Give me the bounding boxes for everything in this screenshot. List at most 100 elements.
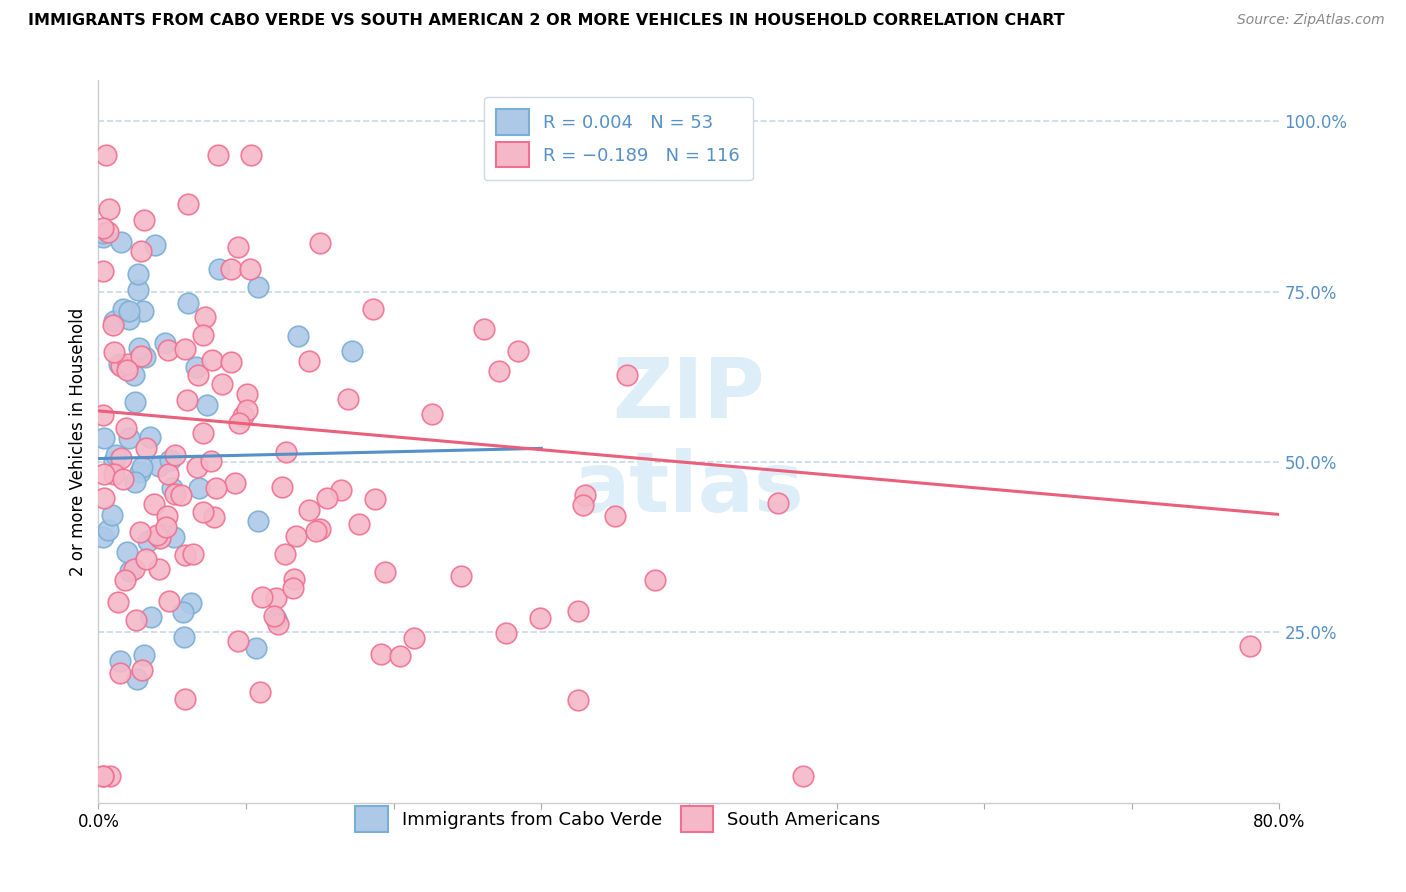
Point xyxy=(336,392,359,407)
Point xyxy=(245,640,267,655)
Point xyxy=(124,395,146,409)
Point xyxy=(239,262,262,277)
Point xyxy=(134,648,156,663)
Point xyxy=(127,283,149,297)
Point xyxy=(101,318,124,333)
Point xyxy=(118,303,141,318)
Point xyxy=(177,196,200,211)
Point xyxy=(136,533,159,548)
Point xyxy=(246,514,269,528)
Point xyxy=(274,445,297,459)
Point xyxy=(226,240,249,254)
Point xyxy=(605,509,627,524)
Point xyxy=(184,360,207,375)
Point xyxy=(157,467,180,481)
Point xyxy=(91,530,114,544)
Point xyxy=(298,503,321,517)
Point xyxy=(766,496,789,510)
Point xyxy=(156,343,179,357)
Point xyxy=(91,220,114,235)
Point xyxy=(146,528,169,542)
Point xyxy=(340,344,363,359)
Point xyxy=(91,226,114,240)
Point xyxy=(93,467,115,481)
Point xyxy=(188,481,211,495)
Point xyxy=(207,148,229,162)
Point xyxy=(224,476,246,491)
Point xyxy=(129,466,152,480)
Point xyxy=(287,329,309,343)
Point xyxy=(239,148,262,162)
Point xyxy=(187,368,209,382)
Point xyxy=(139,430,162,444)
Point xyxy=(170,488,193,502)
Point xyxy=(118,431,141,445)
Point xyxy=(180,596,202,610)
Point xyxy=(191,328,214,343)
Point xyxy=(97,523,120,537)
Point xyxy=(103,454,125,468)
Point xyxy=(112,472,135,486)
Point xyxy=(264,591,287,605)
Point xyxy=(118,312,141,326)
Point xyxy=(122,368,145,382)
Point xyxy=(148,562,170,576)
Point xyxy=(193,505,215,519)
Point xyxy=(205,481,228,495)
Point xyxy=(107,595,129,609)
Point xyxy=(104,448,127,462)
Point xyxy=(176,392,198,407)
Point xyxy=(235,403,257,417)
Point xyxy=(420,407,443,421)
Point xyxy=(165,486,187,500)
Y-axis label: 2 or more Vehicles in Household: 2 or more Vehicles in Household xyxy=(69,308,87,575)
Point xyxy=(330,483,353,497)
Point xyxy=(142,496,165,510)
Point xyxy=(388,648,411,663)
Point xyxy=(125,613,148,627)
Point xyxy=(131,459,153,474)
Point xyxy=(228,416,250,430)
Point xyxy=(450,568,472,582)
Point xyxy=(124,475,146,489)
Point xyxy=(201,353,224,368)
Point xyxy=(108,654,131,668)
Point xyxy=(574,488,596,502)
Point xyxy=(108,666,131,681)
Point xyxy=(132,212,155,227)
Point xyxy=(110,235,132,249)
Point xyxy=(361,301,384,316)
Point xyxy=(250,590,273,604)
Point xyxy=(370,647,392,661)
Point xyxy=(315,491,337,505)
Point xyxy=(1239,639,1261,653)
Point xyxy=(226,633,249,648)
Point xyxy=(211,376,233,391)
Point xyxy=(792,768,814,782)
Point xyxy=(194,310,217,324)
Point xyxy=(495,625,517,640)
Point xyxy=(349,517,371,532)
Point xyxy=(616,368,638,382)
Point xyxy=(110,450,132,465)
Point xyxy=(110,359,132,373)
Point xyxy=(91,263,114,277)
Point xyxy=(373,566,395,580)
Point xyxy=(173,631,195,645)
Point xyxy=(219,355,242,369)
Point xyxy=(165,449,187,463)
Point xyxy=(529,611,551,625)
Point xyxy=(103,345,125,359)
Point xyxy=(270,479,292,493)
Point xyxy=(308,236,330,251)
Point xyxy=(141,609,163,624)
Point xyxy=(191,425,214,440)
Point xyxy=(91,768,114,782)
Point xyxy=(117,545,139,559)
Point xyxy=(114,573,136,587)
Point xyxy=(103,467,125,482)
Point xyxy=(186,459,208,474)
Point xyxy=(567,604,589,618)
Point xyxy=(236,386,259,401)
Point xyxy=(174,548,197,562)
